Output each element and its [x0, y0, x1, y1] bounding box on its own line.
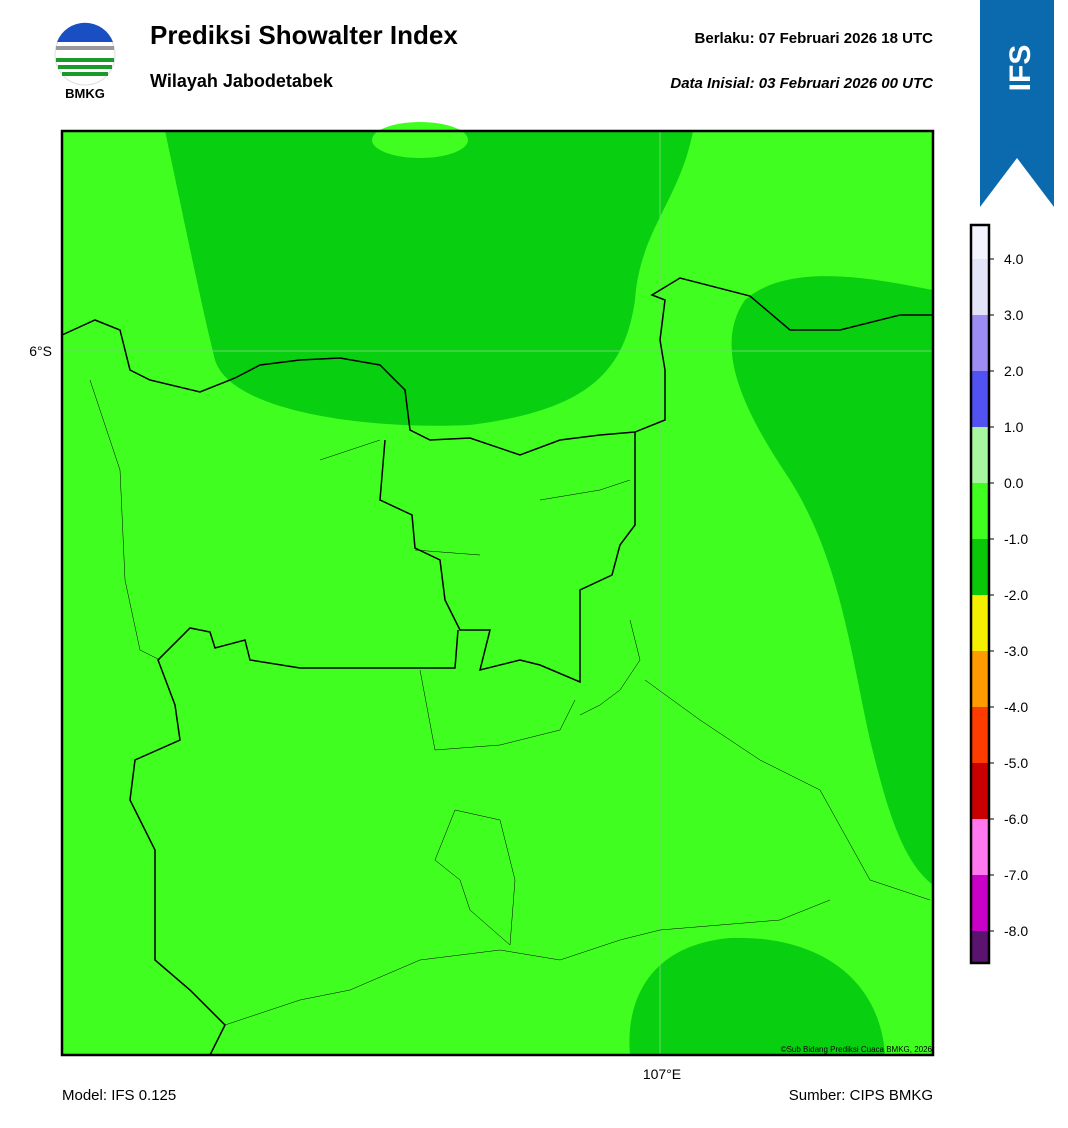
- colorbar-label: 2.0: [1004, 363, 1024, 379]
- colorbar-label: 1.0: [1004, 419, 1024, 435]
- colorbar-label: -6.0: [1004, 811, 1028, 827]
- colorbar-label: -2.0: [1004, 587, 1028, 603]
- subtitle: Wilayah Jabodetabek: [150, 71, 333, 91]
- colorbar-label: 0.0: [1004, 475, 1024, 491]
- colorbar-label: -1.0: [1004, 531, 1028, 547]
- colorbar-label: -8.0: [1004, 923, 1028, 939]
- colorbar-segment: [971, 483, 989, 539]
- colorbar-label: -4.0: [1004, 699, 1028, 715]
- valid-time: Berlaku: 07 Februari 2026 18 UTC: [694, 30, 933, 47]
- colorbar-segment: [971, 315, 989, 371]
- title: Prediksi Showalter Index: [150, 20, 458, 50]
- map: ©Sub Bidang Prediksi Cuaca BMKG, 2026: [60, 122, 935, 1057]
- colorbar-segment: [971, 651, 989, 707]
- colorbar-label: -3.0: [1004, 643, 1028, 659]
- colorbar-segment: [971, 225, 989, 259]
- colorbar-segment: [971, 595, 989, 651]
- colorbar: 4.0 3.0 2.0 1.0 0.0 -1.0 -2.0 -3.0 -4.0 -5.0 -6.0 -…: [969, 223, 1028, 965]
- badge: [980, 0, 1054, 207]
- colorbar-segment: [971, 259, 989, 315]
- colorbar-segment: [971, 763, 989, 819]
- colorbar-segment: [971, 427, 989, 483]
- model: Model: IFS 0.125: [62, 1087, 177, 1104]
- colorbar-label: -7.0: [1004, 867, 1028, 883]
- init-time: Data Inisial: 03 Februari 2026 00 UTC: [670, 75, 933, 92]
- logo: BMKG: [54, 22, 116, 101]
- logo-text: BMKG: [65, 86, 105, 101]
- colorbar-segment: [971, 539, 989, 595]
- colorbar-segment: [971, 819, 989, 875]
- colorbar-segment: [971, 875, 989, 931]
- colorbar-segment: [971, 371, 989, 427]
- colorbar-frame: [969, 223, 991, 965]
- credit: ©Sub Bidang Prediksi Cuaca BMKG, 2026: [781, 1045, 933, 1054]
- colorbar-segment: [971, 931, 989, 963]
- colorbar-label: 3.0: [1004, 307, 1024, 323]
- colorbar-label: -5.0: [1004, 755, 1028, 771]
- lat-label: 6°S: [29, 343, 52, 359]
- colorbar-segment: [971, 707, 989, 763]
- source: Sumber: CIPS BMKG: [788, 1087, 933, 1104]
- lon-label: 107°E: [643, 1066, 681, 1082]
- colorbar-label: 4.0: [1004, 251, 1024, 267]
- badge-text: IFS: [1004, 45, 1037, 92]
